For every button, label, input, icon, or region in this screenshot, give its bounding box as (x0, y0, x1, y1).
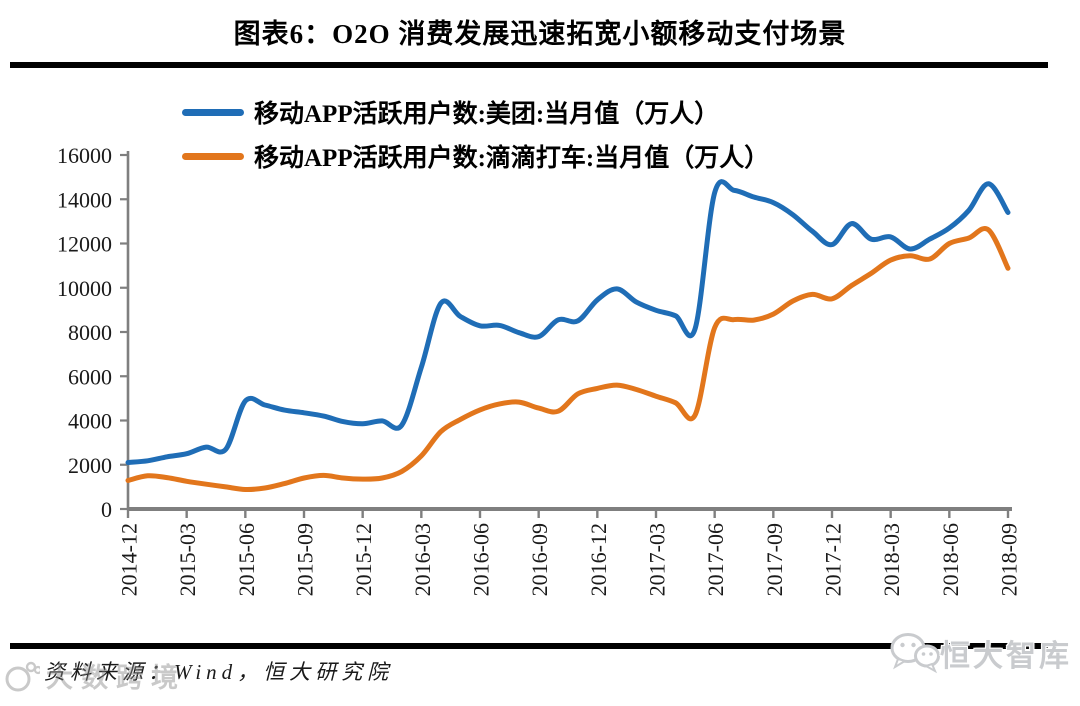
meituan-series-line (125, 179, 1011, 466)
y-tick-label: 10000 (57, 276, 112, 301)
x-tick-label: 2015-12 (351, 523, 376, 596)
watermark-logo-icon (5, 661, 40, 691)
y-tick-label: 6000 (68, 364, 112, 389)
x-tick-label: 2015-09 (293, 523, 318, 596)
line-chart-canvas: 0 2000 4000 6000 8000 10000 12000 14000 16000 201… (57, 143, 1022, 596)
source-note: 资料来源：Wind，恒大研究院 (44, 660, 394, 684)
x-tick-label: 2017-09 (762, 523, 787, 596)
wechat-icon (890, 633, 940, 674)
x-tick-label: 2016-09 (527, 523, 552, 596)
legend-item-didi: 移动APP活跃用户数:滴滴打车:当月值（万人） (182, 138, 769, 174)
chart-title: 图表6：O2O 消费发展迅速拓宽小额移动支付场景 (233, 19, 847, 49)
y-tick-label: 14000 (57, 187, 112, 212)
didi-series-line (125, 226, 1011, 493)
x-tick-label: 2016-03 (410, 523, 435, 596)
y-tick-label: 12000 (57, 232, 112, 257)
legend-label-meituan: 移动APP活跃用户数:美团:当月值（万人） (254, 101, 720, 128)
x-tick-label: 2017-03 (645, 523, 670, 596)
x-tick-label: 2018-03 (879, 523, 904, 596)
legend-label-didi: 移动APP活跃用户数:滴滴打车:当月值（万人） (254, 145, 770, 172)
x-tick-label: 2016-06 (469, 523, 494, 596)
x-tick-label: 2015-03 (175, 523, 200, 596)
y-tick-label: 4000 (68, 409, 112, 434)
meituan-line-swatch (182, 108, 244, 116)
x-tick-label: 2018-09 (997, 523, 1022, 596)
y-tick-label: 2000 (68, 453, 112, 478)
x-tick-label: 2018-06 (938, 523, 963, 596)
footer-divider-rule (10, 643, 1048, 649)
bottom-right-brand: 恒大智库 (888, 630, 1072, 676)
y-tick-label: 16000 (57, 143, 112, 168)
title-divider-rule (10, 62, 1048, 68)
brand-text: 恒大智库 (940, 640, 1072, 673)
didi-line-swatch (182, 152, 244, 160)
x-tick-label: 2014-12 (117, 523, 142, 596)
legend-item-meituan: 移动APP活跃用户数:美团:当月值（万人） (182, 94, 769, 130)
x-tick-label: 2015-06 (234, 523, 259, 596)
y-tick-label: 8000 (68, 320, 112, 345)
chart-legend: 移动APP活跃用户数:美团:当月值（万人） 移动APP活跃用户数:滴滴打车:当月… (182, 94, 769, 174)
x-tick-label: 2017-06 (703, 523, 728, 596)
x-tick-label: 2016-12 (586, 523, 611, 596)
y-tick-label: 0 (101, 497, 112, 522)
x-tick-label: 2017-12 (821, 523, 846, 596)
